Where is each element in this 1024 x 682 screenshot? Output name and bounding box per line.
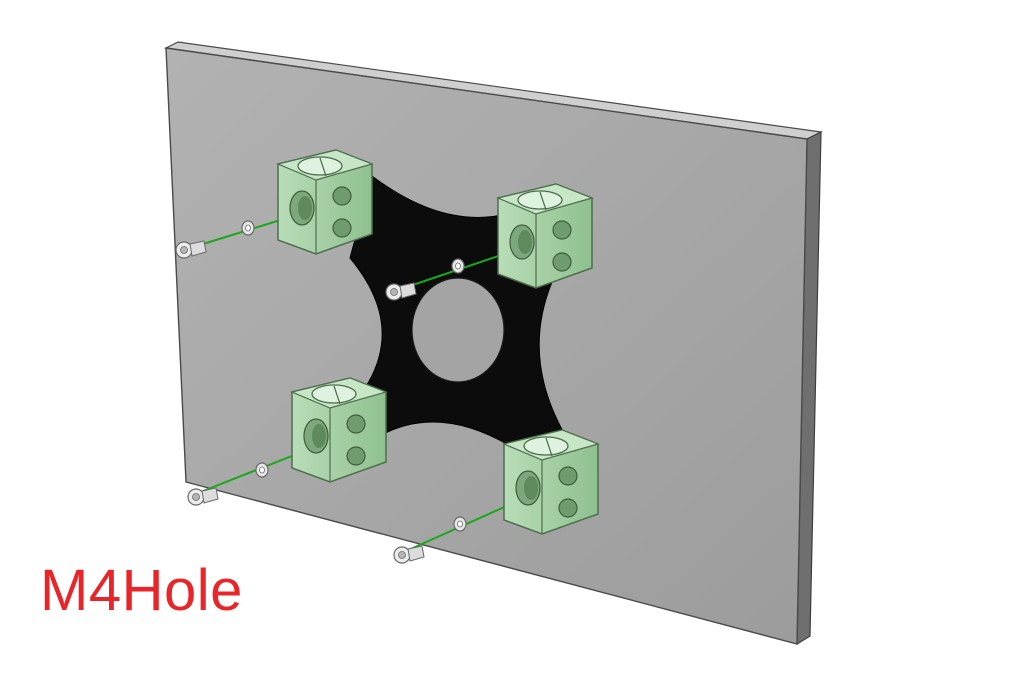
- washer-bottom-right: [453, 516, 467, 532]
- tube-clamp-top-right: [497, 183, 593, 289]
- tube-clamp-top-left: [277, 149, 373, 255]
- caption-label: M4Hole: [40, 558, 243, 623]
- center-hole: [411, 277, 505, 383]
- screw-bottom-left: [187, 487, 219, 506]
- washer-top-right: [451, 258, 465, 274]
- washer-top-left: [241, 220, 255, 236]
- tube-clamp-bottom-right: [503, 429, 599, 535]
- screw-bottom-right: [393, 545, 425, 564]
- tube-clamp-bottom-left: [291, 377, 387, 483]
- washer-bottom-left: [255, 462, 269, 478]
